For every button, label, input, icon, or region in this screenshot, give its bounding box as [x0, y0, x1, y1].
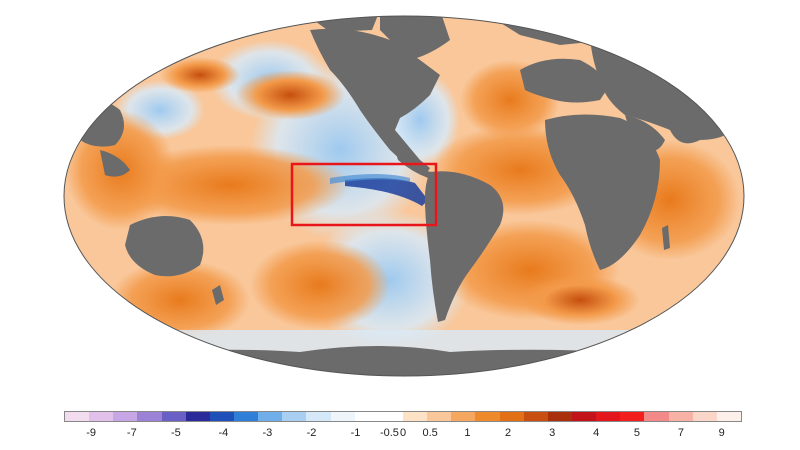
colorbar-tick-label: -3 — [262, 427, 273, 439]
colorbar-tick-labels: -9 -7 -5 -4 -3 -2 -1 -0.5 0 0.5 1 2 3 4 5 7 9 — [64, 427, 742, 443]
colorbar-segment — [65, 412, 90, 421]
ocean-anomaly-layer — [64, 16, 744, 376]
colorbar-segment — [233, 412, 259, 421]
colorbar-segment — [113, 412, 138, 421]
colorbar-segment — [185, 412, 210, 421]
colorbar-tick-label: 5 — [633, 427, 640, 439]
colorbar-tick-label: 0.5 — [422, 427, 438, 439]
colorbar-segment — [354, 412, 379, 421]
colorbar-segment — [330, 412, 355, 421]
colorbar-tick-label: 1 — [464, 427, 471, 439]
colorbar-segment — [209, 412, 234, 421]
colorbar-segment — [596, 412, 621, 421]
colorbar-tick-label: 4 — [593, 427, 600, 439]
colorbar-segment — [523, 412, 548, 421]
colorbar-segment — [620, 412, 645, 421]
colorbar-tick-label: 7 — [677, 427, 685, 439]
colorbar-segment — [475, 412, 500, 421]
colorbar-tick-label: -9 — [86, 427, 96, 439]
colorbar-tick-label: -2 — [306, 427, 317, 439]
colorbar-segment — [282, 412, 307, 421]
colorbar-segment — [378, 412, 403, 421]
colorbar-segment — [668, 412, 693, 421]
globe-outline — [63, 15, 745, 377]
colorbar-tick-label: -0.5 — [379, 427, 399, 439]
colorbar-tick-label: -7 — [126, 427, 137, 439]
colorbar-segment — [571, 412, 597, 421]
colorbar-segment — [258, 412, 283, 421]
colorbar-segment — [644, 412, 669, 421]
colorbar-segment — [427, 412, 452, 421]
colorbar-segment — [547, 412, 572, 421]
colorbar-tick-label: -5 — [170, 427, 181, 439]
colorbar-tick-label: 2 — [505, 427, 512, 439]
colorbar-segment — [451, 412, 476, 421]
colorbar-tick-label: 0 — [399, 427, 407, 439]
colorbar-segment — [137, 412, 162, 421]
colorbar-tick-label: -4 — [218, 427, 229, 439]
colorbar-segment — [716, 412, 741, 421]
colorbar-tick-label: 9 — [718, 427, 725, 439]
colorbar-tick-label: 3 — [549, 427, 556, 439]
nino-region-highlight-box — [290, 162, 438, 227]
colorbar-tick-label: -1 — [350, 427, 361, 439]
colorbar-segment — [89, 412, 114, 421]
colorbar-segment — [402, 412, 428, 421]
colorbar-segment — [306, 412, 331, 421]
colorbar-segment — [161, 412, 186, 421]
colorbar-legend — [64, 411, 742, 422]
colorbar-segment — [499, 412, 524, 421]
colorbar-segment — [692, 412, 717, 421]
